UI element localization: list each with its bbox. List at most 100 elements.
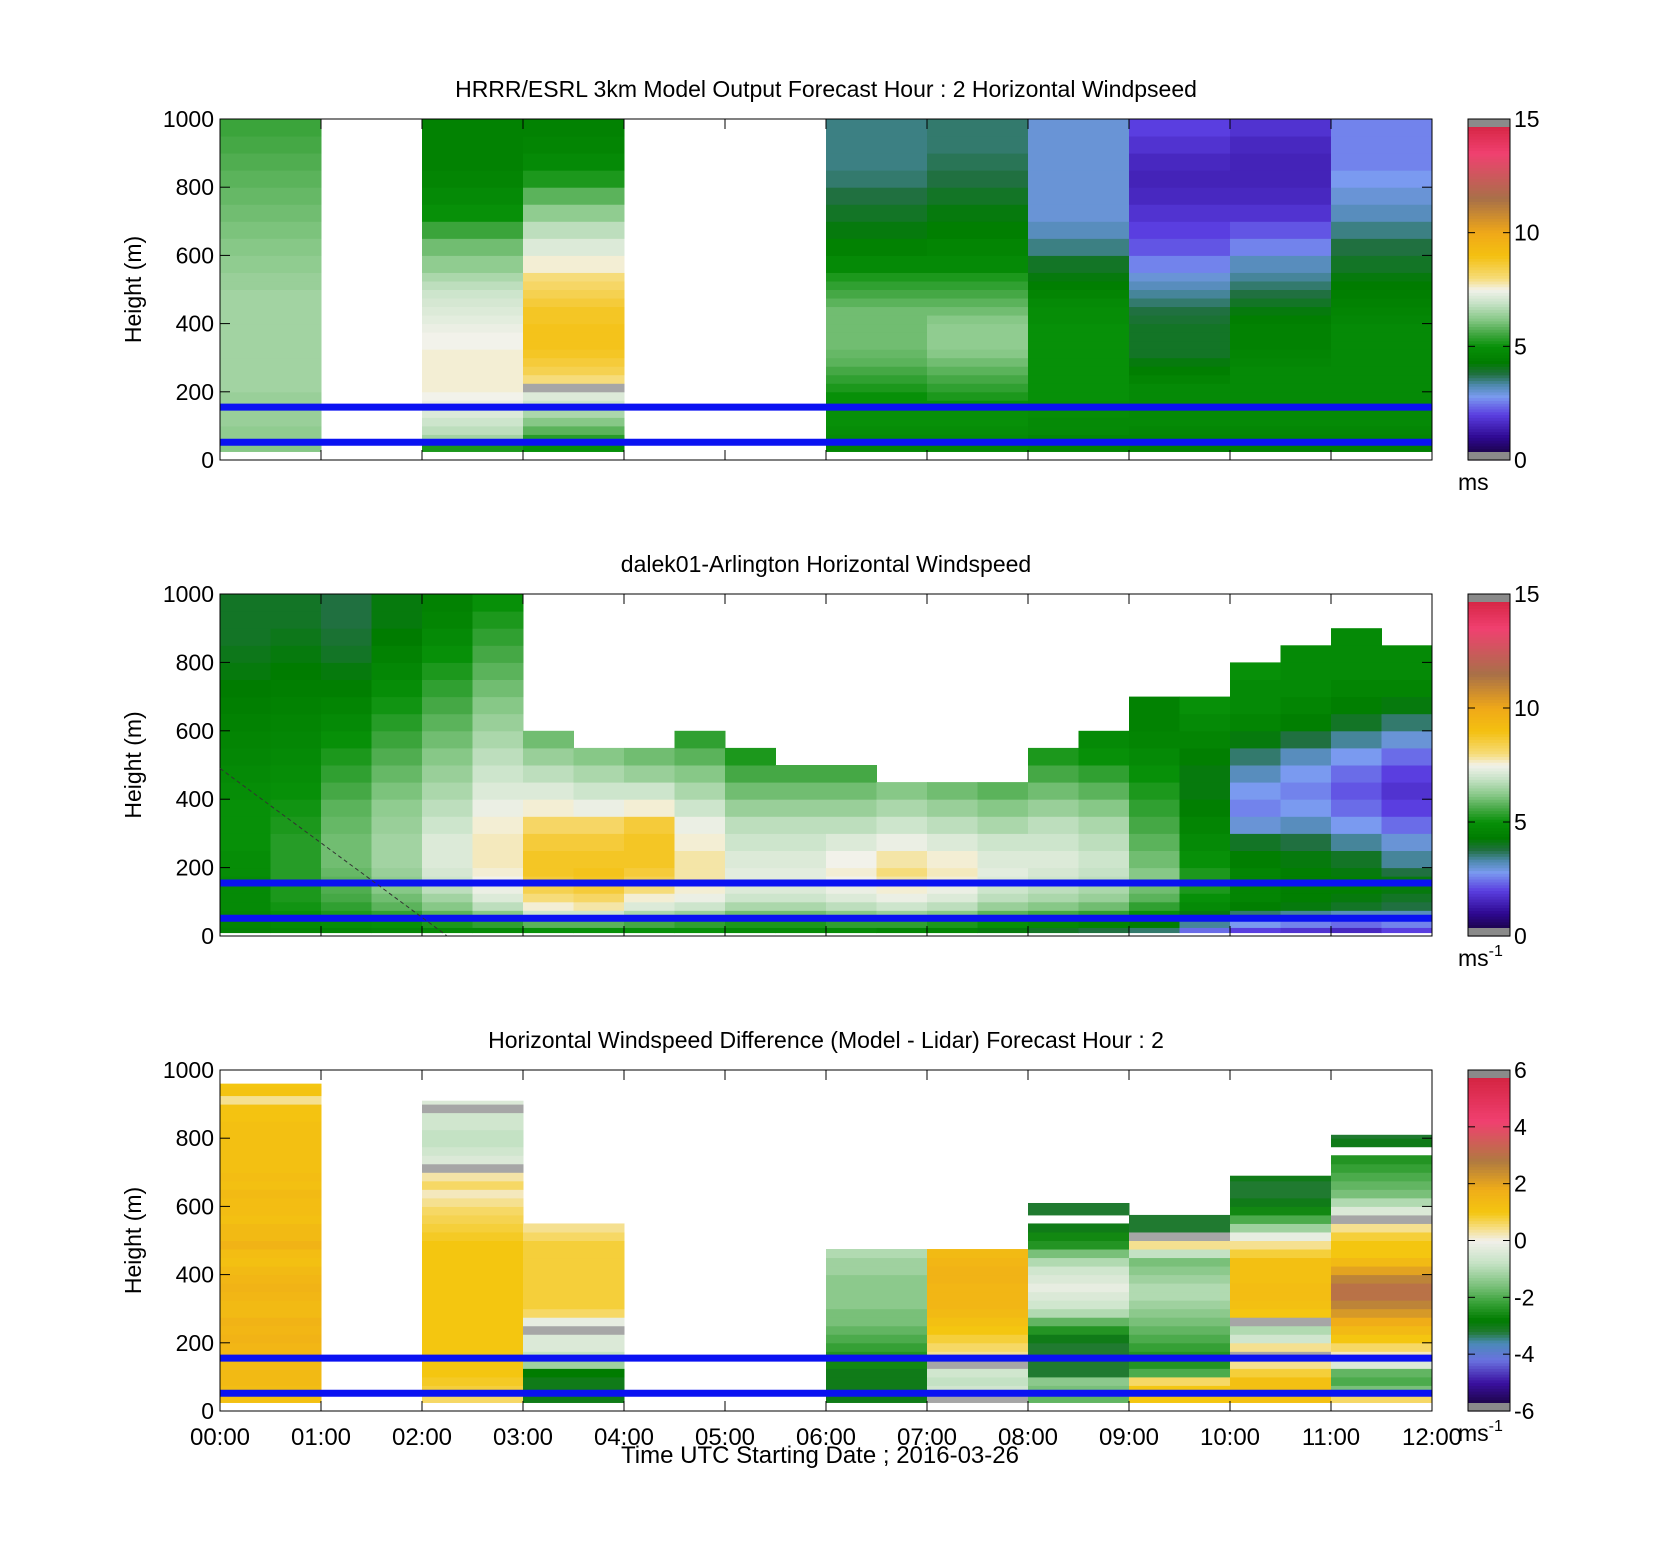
heatmap-cell (624, 816, 675, 834)
colorbar-segment (1468, 295, 1510, 299)
heatmap-cell (826, 1283, 928, 1293)
heatmap-cell (1381, 730, 1433, 749)
heatmap-cell (1179, 765, 1231, 783)
colorbar-segment (1468, 844, 1510, 849)
heatmap-cell (422, 204, 524, 222)
heatmap-cell (725, 893, 776, 903)
heatmap-cell (321, 611, 372, 629)
heatmap-cell (1230, 1214, 1332, 1224)
heatmap-cell (775, 799, 827, 817)
panel-lidar-windspeed: dalek01-Arlington Horizontal Windspeed 0 2… (120, 551, 1540, 971)
heatmap-cell (927, 1376, 1029, 1386)
heatmap-cell (1129, 315, 1231, 325)
heatmap-cell (523, 816, 574, 834)
colorbar-segment (1468, 1109, 1510, 1114)
heatmap-cell (1230, 1283, 1332, 1293)
heatmap-cell (1028, 272, 1130, 282)
colorbar-segment (1468, 784, 1510, 789)
colorbar-segment (1468, 605, 1510, 609)
heatmap-cell (1331, 315, 1433, 325)
heatmap-cell (1331, 1342, 1433, 1352)
heatmap-cell (1381, 893, 1433, 903)
colorbar-segment (1468, 377, 1510, 382)
colorbar-unit: ms-1 (1458, 943, 1503, 971)
colorbar-segment (1468, 357, 1510, 362)
heatmap-cell (523, 1359, 625, 1369)
heatmap-cell (422, 1257, 524, 1267)
colorbar-segment (1468, 1399, 1510, 1404)
colorbar-segment (1468, 1126, 1510, 1131)
heatmap-cell (624, 927, 675, 934)
heatmap-cell (422, 408, 524, 418)
heatmap-cell (1230, 136, 1332, 154)
colorbar-segment (1468, 226, 1510, 231)
heatmap-cell (220, 1223, 322, 1233)
heatmap-cell (826, 315, 928, 325)
heatmap-cell (220, 1155, 322, 1165)
colorbar-segment (1468, 690, 1510, 695)
heatmap-cell (1129, 1368, 1231, 1378)
heatmap-cell (371, 816, 423, 834)
colorbar-segment (1468, 1246, 1510, 1250)
heatmap-cell (725, 833, 776, 851)
heatmap-cell (422, 799, 473, 817)
colorbar-segment (1468, 1291, 1510, 1296)
colorbar-segment (1468, 315, 1510, 319)
heatmap-cell (826, 153, 928, 171)
colorbar-segment (1468, 1155, 1510, 1159)
heatmap-cell (220, 136, 322, 154)
colorbar-segment (1468, 665, 1510, 669)
y-tick-label: 0 (201, 923, 214, 949)
heatmap-cell (927, 1266, 1029, 1276)
colorbar-cap (1468, 594, 1510, 602)
heatmap-cell (422, 332, 524, 342)
colorbar-segment (1468, 1192, 1510, 1196)
colorbar-segment (1468, 1379, 1510, 1384)
y-tick-label: 400 (176, 1262, 214, 1288)
colorbar-segment (1468, 762, 1510, 766)
heatmap-cell (1028, 306, 1130, 316)
heatmap-cell (1129, 1274, 1231, 1284)
heatmap-cell (523, 153, 625, 171)
heatmap-cell (1331, 332, 1433, 342)
heatmap-cell (775, 927, 827, 934)
colorbar-segment (1468, 386, 1510, 390)
heatmap-cell (422, 611, 473, 629)
heatmap-cell (523, 383, 625, 393)
heatmap-cell (220, 884, 271, 894)
heatmap-cell (270, 611, 322, 629)
colorbar-segment (1468, 1243, 1510, 1247)
colorbar-segment (1468, 753, 1510, 758)
heatmap-cell (1230, 391, 1332, 401)
heatmap-cell (1028, 221, 1130, 239)
colorbar-segment (1468, 1098, 1510, 1102)
heatmap-cell (220, 1197, 322, 1207)
heatmap-cell (876, 918, 928, 928)
heatmap-cell (1230, 833, 1281, 851)
heatmap-cell (1078, 893, 1130, 903)
heatmap-cell (1331, 1283, 1433, 1293)
colorbar-segment (1468, 187, 1510, 191)
heatmap-cell (1129, 901, 1180, 911)
colorbar-segment (1468, 688, 1510, 692)
colorbar-segment (1468, 175, 1510, 180)
colorbar-segment (1468, 1268, 1510, 1273)
heatmap-cell (1129, 238, 1231, 256)
heatmap-cell (270, 747, 322, 766)
heatmap-cell (523, 391, 625, 401)
colorbar-segment (1468, 910, 1510, 914)
heatmap-cell (1331, 1317, 1433, 1327)
heatmap-cell (1129, 408, 1231, 418)
heatmap-cell (422, 1163, 524, 1173)
heatmap-cell (1280, 696, 1332, 715)
heatmap-cell (826, 357, 928, 367)
heatmap-cell (371, 918, 423, 928)
heatmap-cell (220, 204, 322, 222)
heatmap-cell (422, 289, 524, 299)
heatmap-cell (422, 349, 524, 359)
heatmap-cell (1331, 340, 1433, 350)
colorbar-segment (1468, 1138, 1510, 1142)
heatmap-cell (1129, 918, 1180, 928)
heatmap-cell (927, 306, 1029, 316)
heatmap-cell (220, 1214, 322, 1224)
